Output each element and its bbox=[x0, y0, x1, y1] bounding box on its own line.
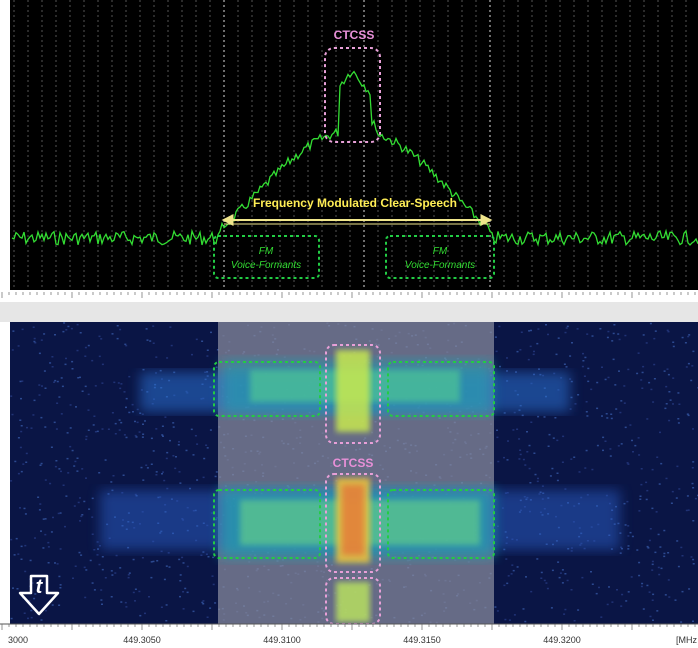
bandwidth-label: Frequency Modulated Clear-Speech bbox=[253, 196, 457, 210]
axis-tick-label: 3000 bbox=[8, 635, 28, 645]
formant-box-waterfall-tl bbox=[213, 361, 321, 417]
frequency-axis bbox=[0, 624, 698, 648]
time-icon-letter: t bbox=[36, 576, 44, 598]
ctcss-box-spectrum bbox=[324, 47, 381, 143]
axis-tick-label: 449.3100 bbox=[263, 635, 301, 645]
axis-unit-label: [MHz bbox=[676, 635, 697, 645]
formant-box-right bbox=[385, 235, 495, 279]
formant-left-line2: Voice-Formants bbox=[231, 260, 301, 271]
formant-box-waterfall-tr bbox=[387, 361, 495, 417]
spectrum-trace bbox=[11, 70, 698, 247]
ctcss-label-spectrum: CTCSS bbox=[334, 28, 375, 42]
spectrum-panel bbox=[10, 0, 698, 290]
signal-bursts bbox=[100, 350, 620, 622]
formant-box-left bbox=[213, 235, 320, 279]
ctcss-label-waterfall: CTCSS bbox=[333, 456, 374, 470]
formant-right-line1: FM bbox=[433, 246, 448, 257]
ctcss-box-waterfall-mid bbox=[325, 473, 381, 573]
upper-ruler bbox=[0, 290, 698, 302]
axis-tick-label: 449.3150 bbox=[403, 635, 441, 645]
formant-box-waterfall-br bbox=[387, 489, 495, 559]
frequency-axis-ticks bbox=[1, 624, 696, 630]
formant-left-line1: FM bbox=[259, 246, 274, 257]
formant-box-waterfall-bl bbox=[213, 489, 321, 559]
formant-right-line2: Voice-Formants bbox=[405, 260, 475, 271]
axis-tick-label: 449.3050 bbox=[123, 635, 161, 645]
ctcss-box-waterfall-top bbox=[325, 344, 381, 444]
ctcss-box-waterfall-bottom bbox=[325, 577, 381, 625]
upper-ruler-ticks bbox=[1, 292, 696, 298]
axis-tick-label: 449.3200 bbox=[543, 635, 581, 645]
separator-bar bbox=[0, 302, 698, 322]
time-direction-arrow-icon: t bbox=[18, 574, 60, 616]
